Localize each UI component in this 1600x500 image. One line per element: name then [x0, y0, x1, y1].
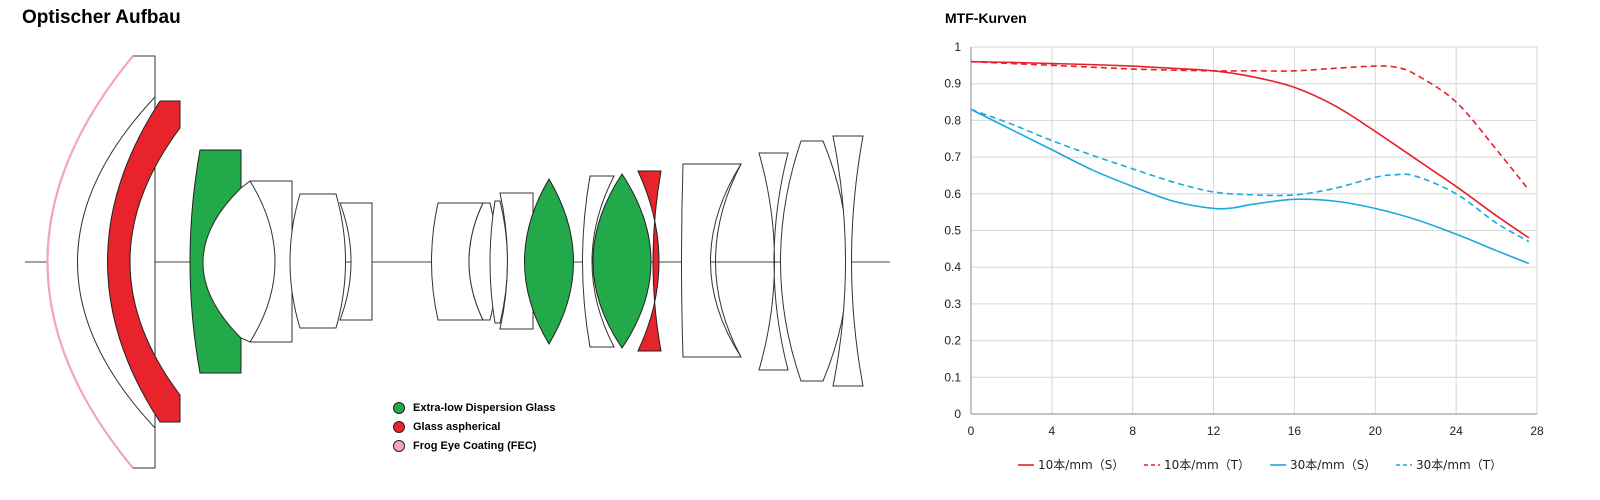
- x-tick-label: 12: [1207, 424, 1221, 438]
- y-tick-label: 0.7: [944, 150, 961, 164]
- y-tick-label: 0.5: [944, 224, 961, 238]
- optics-title: Optischer Aufbau: [22, 7, 181, 28]
- lens-element-10: [499, 192, 534, 330]
- legend-item-ed-glass: Extra-low Dispersion Glass: [393, 398, 555, 417]
- y-tick-label: 0.6: [944, 187, 961, 201]
- optics-legend: Extra-low Dispersion Glass Glass aspheri…: [393, 398, 555, 455]
- legend-label: Glass aspherical: [413, 420, 501, 433]
- optical-construction-diagram: [25, 55, 890, 469]
- series-line-3: [970, 108, 1530, 265]
- lens-element-11-ed: [524, 178, 574, 345]
- mtf-chart-title: MTF-Kurven: [945, 10, 1027, 26]
- lens-element-17: [780, 140, 849, 382]
- x-tick-label: 28: [1530, 424, 1544, 438]
- legend-dot-pink: [393, 439, 405, 452]
- legend-label-1: 10本/mm（S）: [1038, 458, 1124, 472]
- lens-element-14-aspherical: [637, 170, 662, 352]
- series-line-1: [970, 60, 1530, 239]
- legend-dot-red: [393, 420, 405, 433]
- y-tick-label: 0.3: [944, 297, 961, 311]
- lens-element-16: [758, 152, 789, 371]
- x-tick-label: 4: [1049, 424, 1056, 438]
- lens-element-13-ed: [592, 173, 652, 349]
- series-line-4: [970, 108, 1530, 243]
- y-tick-label: 0.8: [944, 113, 961, 127]
- legend-label-4: 30本/mm（T）: [1416, 458, 1502, 472]
- legend-label-2: 10本/mm（T）: [1164, 458, 1250, 472]
- lens-element-1-fec: [46, 55, 156, 469]
- x-tick-label: 16: [1288, 424, 1302, 438]
- legend-dot-green: [393, 401, 405, 414]
- lens-element-5: [289, 193, 346, 329]
- y-tick-label: 0.4: [944, 260, 961, 274]
- y-tick-label: 0.2: [944, 334, 961, 348]
- y-tick-label: 0.9: [944, 77, 961, 91]
- lens-element-6: [339, 202, 373, 321]
- legend-item-aspherical: Glass aspherical: [393, 417, 555, 436]
- series-line-2: [970, 60, 1530, 191]
- legend-label-3: 30本/mm（S）: [1290, 458, 1376, 472]
- y-tick-label: 0.1: [944, 370, 961, 384]
- y-tick-label: 0: [954, 407, 961, 421]
- x-tick-label: 8: [1129, 424, 1136, 438]
- x-tick-label: 0: [968, 424, 975, 438]
- y-tick-label: 1: [954, 40, 961, 54]
- legend-item-fec: Frog Eye Coating (FEC): [393, 436, 555, 455]
- mtf-chart: 0 0.1 0.2 0.3 0.4 0.5 0.6 0.7 0.8 0.9 1 0 4 8 12 16 20 24…: [944, 40, 1544, 472]
- legend-label: Frog Eye Coating (FEC): [413, 439, 537, 452]
- lens-element-12: [582, 175, 615, 348]
- lens-element-4: [202, 180, 293, 343]
- x-tick-label: 24: [1449, 424, 1463, 438]
- lens-element-2-aspherical: [107, 100, 181, 423]
- x-tick-label: 20: [1369, 424, 1383, 438]
- lens-element-15: [681, 163, 742, 358]
- legend-label: Extra-low Dispersion Glass: [413, 401, 556, 414]
- lens-element-18: [832, 135, 864, 387]
